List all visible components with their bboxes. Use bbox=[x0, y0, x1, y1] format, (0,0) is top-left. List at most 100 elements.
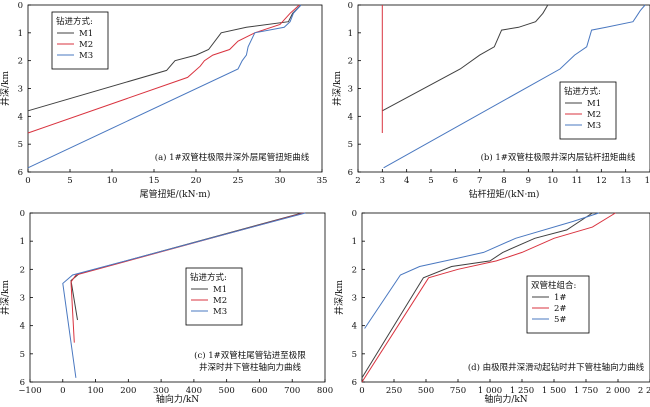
x-tick-label: 2 000 bbox=[606, 386, 630, 396]
y-tick-label: 1 bbox=[18, 29, 23, 39]
y-tick-label: 0 bbox=[20, 209, 25, 219]
x-tick-label: 500 bbox=[418, 386, 434, 396]
x-tick-label: 8 bbox=[501, 176, 506, 186]
y-tick-label: 0 bbox=[352, 209, 357, 219]
chart-caption: 井深时井下管柱轴向力曲线 bbox=[199, 362, 302, 373]
x-tick-label: 13 bbox=[620, 176, 631, 186]
chart-caption: (b) 1#双管柱极限井深内层钻杆扭矩曲线 bbox=[481, 152, 636, 163]
legend-label: M3 bbox=[79, 51, 93, 61]
y-tick-label: 1 bbox=[352, 237, 357, 247]
y-tick-label: 3 bbox=[348, 85, 353, 95]
legend-label: M1 bbox=[213, 285, 227, 295]
x-tick-label: 25 bbox=[233, 176, 244, 186]
y-tick-label: 2 bbox=[20, 265, 25, 275]
y-tick-label: 1 bbox=[348, 29, 353, 39]
x-tick-label: 2 250 bbox=[638, 386, 650, 396]
y-axis-title: 井深/km bbox=[0, 71, 11, 106]
x-tick-label: 7 bbox=[477, 176, 482, 186]
series-line-M3 bbox=[383, 4, 646, 169]
x-tick-label: 10 bbox=[547, 176, 558, 186]
series-line-2# bbox=[361, 212, 616, 383]
series-line-1# bbox=[361, 212, 593, 379]
legend-label: 5# bbox=[554, 315, 567, 325]
x-tick-label: 750 bbox=[450, 386, 466, 396]
chart-caption: (a) 1#双管柱极限井深外层尾管扭矩曲线 bbox=[155, 152, 310, 163]
x-tick-label: 9 bbox=[526, 176, 531, 186]
x-tick-label: 30 bbox=[275, 176, 286, 186]
x-tick-label: 10 bbox=[107, 176, 118, 186]
series-line-5# bbox=[364, 212, 599, 329]
x-axis-title: 轴向力/kN bbox=[156, 393, 199, 405]
x-tick-label: 400 bbox=[186, 386, 202, 396]
y-tick-label: 3 bbox=[18, 85, 23, 95]
y-tick-label: 4 bbox=[348, 112, 353, 122]
x-tick-label: 35 bbox=[317, 176, 328, 186]
y-tick-label: 5 bbox=[18, 140, 23, 150]
legend-label: M3 bbox=[213, 307, 227, 317]
x-tick-label: 700 bbox=[284, 386, 300, 396]
x-tick-label: 1 000 bbox=[478, 386, 502, 396]
legend-label: M2 bbox=[79, 40, 93, 50]
legend-label: M2 bbox=[587, 110, 601, 120]
x-tick-label: 12 bbox=[596, 176, 607, 186]
chart-caption: (c) 1#双管柱尾管钻进至极限 bbox=[194, 350, 306, 361]
y-axis-title: 井深/km bbox=[331, 71, 343, 106]
series-line-M3 bbox=[62, 212, 306, 378]
axes-frame bbox=[361, 212, 650, 383]
x-tick-label: 0 bbox=[25, 176, 30, 186]
legend-title: 双管柱组合: bbox=[531, 280, 576, 291]
legend: 双管柱组合: 1#2#5# bbox=[526, 275, 590, 334]
x-tick-label: 4 bbox=[404, 176, 409, 186]
y-tick-label: 0 bbox=[348, 1, 353, 11]
x-tick-label: 5 bbox=[67, 176, 72, 186]
x-tick-label: 1 250 bbox=[510, 386, 534, 396]
x-tick-label: 0 bbox=[60, 386, 65, 396]
series-line-M3 bbox=[27, 4, 302, 169]
legend-box bbox=[51, 11, 109, 70]
x-tick-label: 2 bbox=[355, 176, 360, 186]
legend-box bbox=[526, 275, 590, 334]
legend-label: M2 bbox=[213, 296, 227, 306]
x-tick-label: 1 750 bbox=[574, 386, 598, 396]
y-tick-label: 1 bbox=[20, 237, 25, 247]
legend-box bbox=[559, 81, 617, 140]
chart-panel-2: −100 0 100 200 300 400 500 600 700 800 0 1 2 3 4 5 6 轴向力/… bbox=[0, 209, 333, 405]
legend-title: 钻进方式: bbox=[56, 16, 93, 27]
x-tick-label: 100 bbox=[87, 386, 103, 396]
y-axis-title: 井深/km bbox=[333, 280, 345, 315]
x-tick-label: 500 bbox=[219, 386, 235, 396]
y-tick-label: 4 bbox=[20, 322, 25, 332]
x-tick-label: 11 bbox=[572, 176, 583, 186]
x-tick-label: 0 bbox=[359, 386, 364, 396]
x-tick-label: 6 bbox=[453, 176, 458, 186]
legend-label: M3 bbox=[587, 121, 601, 131]
x-tick-label: 1 500 bbox=[542, 386, 566, 396]
x-tick-label: 300 bbox=[153, 386, 169, 396]
legend-title: 钻进方式: bbox=[564, 86, 601, 97]
x-tick-label: −100 bbox=[18, 386, 41, 396]
series-line-M2 bbox=[27, 4, 300, 134]
x-tick-label: 250 bbox=[386, 386, 402, 396]
chart-caption: (d) 由极限井深滑动起钻时井下管柱轴向力曲线 bbox=[468, 362, 645, 373]
legend-title: 钻进方式: bbox=[190, 272, 227, 283]
x-tick-label: 600 bbox=[251, 386, 267, 396]
x-tick-label: 15 bbox=[149, 176, 160, 186]
y-tick-label: 4 bbox=[352, 322, 357, 332]
y-tick-label: 5 bbox=[352, 350, 357, 360]
y-tick-label: 6 bbox=[348, 168, 353, 178]
y-tick-label: 2 bbox=[352, 265, 357, 275]
y-tick-label: 2 bbox=[18, 57, 23, 67]
y-tick-label: 6 bbox=[20, 378, 25, 388]
y-tick-label: 3 bbox=[352, 294, 357, 304]
legend-label: M1 bbox=[587, 99, 601, 109]
x-tick-label: 800 bbox=[317, 386, 333, 396]
x-axis-title: 轴向力/kN bbox=[484, 393, 527, 405]
y-tick-label: 0 bbox=[18, 1, 23, 11]
series-line-M1 bbox=[382, 4, 549, 112]
x-tick-label: 20 bbox=[191, 176, 202, 186]
x-tick-label: 3 bbox=[380, 176, 385, 186]
